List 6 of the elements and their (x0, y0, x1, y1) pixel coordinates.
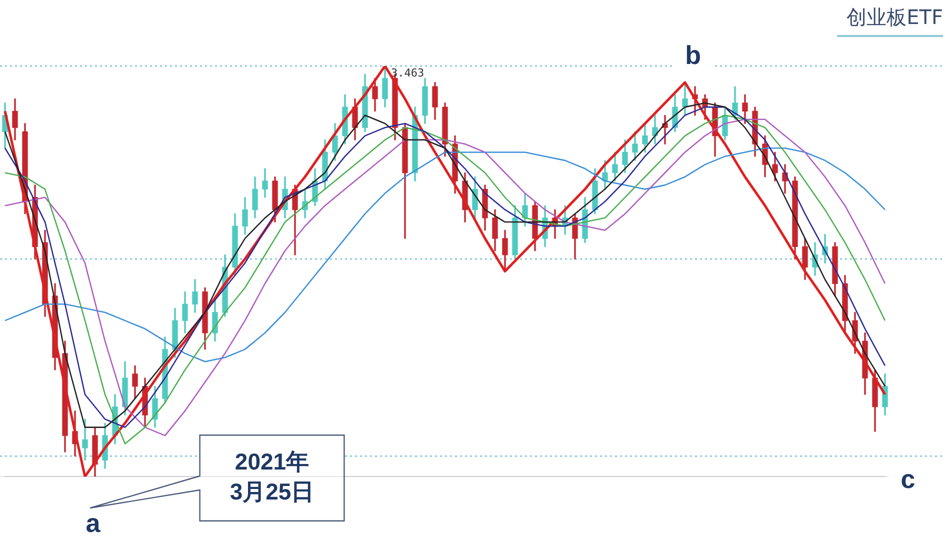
annotation: b (685, 40, 701, 70)
annotation: 3.463 (391, 66, 424, 80)
text: a (86, 508, 101, 538)
text: c (900, 464, 916, 494)
chart-title: 创业板ETF (836, 4, 943, 37)
annotation: 2021年 3月25日 (230, 448, 314, 504)
